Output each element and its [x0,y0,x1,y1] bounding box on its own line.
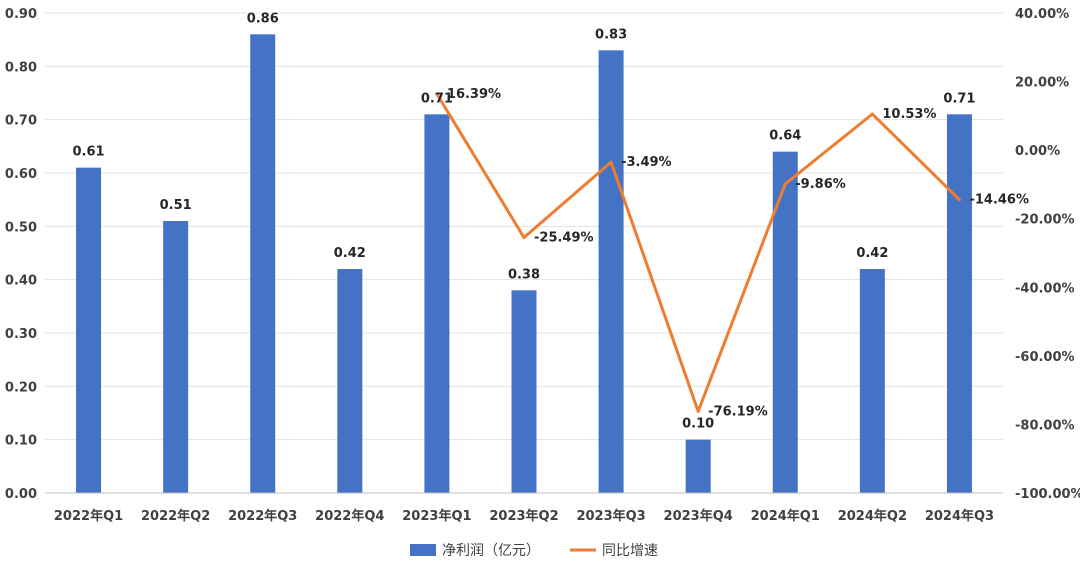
bar [598,50,624,493]
x-tick-label: 2022年Q4 [315,508,384,524]
gridlines [45,12,1003,494]
y-left-tick-label: 0.00 [5,487,37,502]
line-series [435,92,961,413]
y-left-tick-label: 0.30 [5,327,37,342]
bar-value-label: 0.86 [247,11,279,26]
y-left-tick-label: 0.10 [5,434,37,449]
y-right-tick-label: -40.00% [1015,281,1075,296]
y-right-tick-label: -80.00% [1015,418,1075,433]
bar-value-label: 0.42 [334,246,366,261]
y-right-tick-label: 20.00% [1015,76,1069,91]
y-left-tick-label: 0.20 [5,380,37,395]
line-value-label: -25.49% [534,231,594,246]
bar [685,439,711,493]
x-tick-label: 2023年Q4 [664,508,733,524]
line-value-label: 10.53% [882,107,936,122]
x-tick-label: 2024年Q3 [925,508,994,524]
bar-value-label: 0.64 [769,129,801,144]
x-tick-label: 2023年Q1 [402,508,471,524]
y-right-tick-label: 0.00% [1015,144,1060,159]
legend-label-net-profit: 净利润（亿元） [442,543,540,559]
line-point [783,182,787,186]
y-right-tick-label: -20.00% [1015,213,1075,228]
line-point [609,160,613,164]
x-tick-label: 2024年Q2 [838,508,907,524]
bar-series [76,34,972,493]
legend: 净利润（亿元） 同比增速 [410,543,658,559]
line-value-label: -14.46% [969,193,1029,208]
legend-swatch-net-profit [410,544,436,556]
y-left-tick-label: 0.70 [5,114,37,129]
line-point [957,198,961,202]
y-left-tick-label: 0.40 [5,274,37,289]
y-left-tick-label: 0.50 [5,220,37,235]
x-tick-label: 2022年Q3 [228,508,297,524]
y-right-tick-label: -100.00% [1015,487,1080,502]
bar [859,269,885,493]
bar-value-label: 0.38 [508,267,540,282]
y-right-tick-label: -60.00% [1015,350,1075,365]
x-tick-label: 2023年Q2 [489,508,558,524]
bar-value-label: 0.61 [73,145,105,160]
bar [163,221,189,493]
legend-label-yoy: 同比增速 [602,543,658,559]
line-point [870,112,874,116]
line-point [522,236,526,240]
axes: 0.00 0.10 0.20 0.30 0.40 0.50 0.60 0.70 0.80 0.90… [5,7,1080,524]
bar-value-label: 0.42 [856,246,888,261]
line-point [696,409,700,413]
bar [511,290,537,493]
bar-value-label: 0.71 [421,91,453,106]
line-value-label: -3.49% [621,155,672,170]
x-tick-label: 2024年Q1 [751,508,820,524]
bar [424,114,450,493]
bar [250,34,276,493]
y-left-tick-label: 0.90 [5,7,37,22]
bar [76,167,102,493]
x-tick-label: 2022年Q1 [54,508,123,524]
bar-value-label: 0.10 [682,417,714,432]
bar [337,269,363,493]
x-tick-label: 2022年Q2 [141,508,210,524]
bar [946,114,972,493]
bar-value-label: 0.71 [943,91,975,106]
bar-value-label: 0.51 [160,198,192,213]
data-labels: 0.61 0.51 0.86 0.42 0.71 0.38 0.83 0.10 0.64 0.42… [73,11,1029,431]
y-left-tick-label: 0.80 [5,60,37,75]
x-tick-label: 2023年Q3 [576,508,645,524]
line-value-label: 16.39% [447,87,501,102]
line-value-label: -9.86% [795,177,846,192]
y-left-tick-label: 0.60 [5,167,37,182]
line-point [435,92,439,96]
line-value-label: -76.19% [708,404,768,419]
bar-value-label: 0.83 [595,27,627,42]
y-right-tick-label: 40.00% [1015,7,1069,22]
